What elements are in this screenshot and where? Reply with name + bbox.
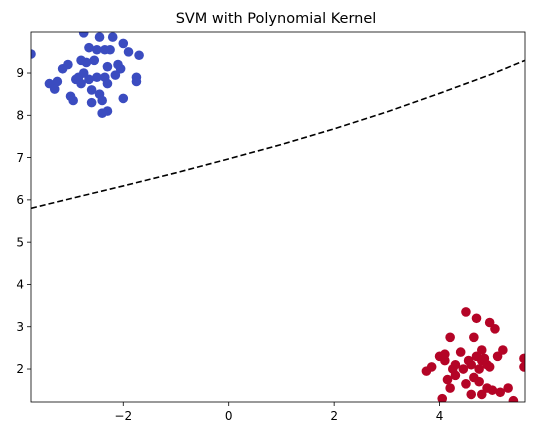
scatter-point-class-1 xyxy=(495,387,506,398)
scatter-point-class-1 xyxy=(450,359,461,370)
x-tick-label: 0 xyxy=(225,409,233,423)
y-axis: 2 3 4 5 6 7 8 9 xyxy=(16,66,31,376)
scatter-point-class-1 xyxy=(450,370,461,381)
scatter-point-class-0 xyxy=(107,32,118,42)
scatter-point-class-1 xyxy=(476,389,487,400)
decision-boundary-layer xyxy=(31,59,525,210)
scatter-point-class-0 xyxy=(102,106,113,116)
x-tick-label: 4 xyxy=(436,409,444,423)
scatter-point-class-0 xyxy=(52,76,63,87)
scatter-point-class-1 xyxy=(445,332,455,343)
scatter-point-class-0 xyxy=(84,74,94,85)
scatter-point-class-0 xyxy=(31,49,36,59)
y-tick-label: 3 xyxy=(16,320,24,334)
scatter-point-class-1 xyxy=(508,395,519,402)
scatter-point-class-1 xyxy=(471,313,482,324)
scatter-point-class-1 xyxy=(498,345,508,355)
scatter-point-class-0 xyxy=(86,97,97,108)
scatter-point-class-0 xyxy=(105,44,115,55)
scatter-point-class-0 xyxy=(81,57,92,68)
scatter-point-class-1 xyxy=(474,364,484,374)
scatter-point-class-0 xyxy=(102,78,113,89)
y-tick-label: 2 xyxy=(16,362,24,376)
scatter-point-class-1 xyxy=(484,362,495,372)
scatter-point-class-0 xyxy=(118,93,129,104)
scatter-points-layer xyxy=(31,32,525,402)
plot-frame xyxy=(30,31,526,403)
x-tick-label: 2 xyxy=(330,409,338,423)
y-tick-label: 4 xyxy=(16,278,24,292)
scatter-point-class-1 xyxy=(519,353,525,364)
scatter-point-class-1 xyxy=(458,364,469,374)
scatter-point-class-1 xyxy=(426,362,437,372)
scatter-point-class-0 xyxy=(84,42,94,53)
scatter-point-class-0 xyxy=(68,95,78,106)
scatter-point-class-1 xyxy=(445,383,455,393)
y-tick-label: 5 xyxy=(16,235,24,249)
scatter-point-class-1 xyxy=(487,385,498,395)
scatter-point-class-0 xyxy=(118,38,129,49)
scatter-point-class-1 xyxy=(469,332,479,343)
scatter-point-class-1 xyxy=(455,347,466,357)
scatter-point-class-1 xyxy=(492,351,503,362)
scatter-point-class-0 xyxy=(110,70,121,80)
scatter-point-class-1 xyxy=(484,317,495,328)
scatter-point-class-1 xyxy=(466,389,477,400)
scatter-point-class-1 xyxy=(474,376,484,387)
scatter-point-class-1 xyxy=(461,307,471,317)
x-axis: −2 0 2 4 xyxy=(114,402,443,423)
scatter-point-class-0 xyxy=(123,47,134,57)
scatter-point-class-0 xyxy=(92,44,102,55)
scatter-point-class-1 xyxy=(440,349,450,360)
scatter-point-class-0 xyxy=(97,95,107,106)
scatter-point-class-0 xyxy=(115,63,126,74)
scatter-point-class-0 xyxy=(49,84,60,94)
scatter-point-class-0 xyxy=(78,68,89,78)
y-tick-label: 9 xyxy=(16,66,24,80)
scatter-point-class-1 xyxy=(476,345,487,355)
y-tick-label: 8 xyxy=(16,109,24,123)
scatter-point-class-0 xyxy=(134,50,144,61)
y-tick-label: 6 xyxy=(16,193,24,207)
scatter-point-class-1 xyxy=(490,324,500,334)
y-tick-label: 7 xyxy=(16,151,24,165)
scatter-point-class-0 xyxy=(102,61,113,72)
scatter-point-class-1 xyxy=(442,374,453,385)
x-tick-label: −2 xyxy=(114,409,132,423)
chart-title: SVM with Polynomial Kernel xyxy=(176,11,377,27)
scatter-point-class-0 xyxy=(63,59,73,70)
scatter-point-class-0 xyxy=(131,76,142,87)
scatter-point-class-0 xyxy=(78,32,89,38)
scatter-point-class-0 xyxy=(76,78,86,89)
scatter-point-class-0 xyxy=(94,32,105,42)
scatter-point-class-1 xyxy=(461,379,471,389)
scatter-point-class-1 xyxy=(437,393,448,402)
scatter-point-class-1 xyxy=(466,359,477,370)
decision-boundary-line xyxy=(31,59,525,210)
scatter-point-class-1 xyxy=(503,383,513,393)
scatter-point-class-1 xyxy=(519,362,525,372)
scatter-point-class-0 xyxy=(89,55,100,66)
scatter-point-class-0 xyxy=(86,85,97,95)
scatter-point-class-0 xyxy=(92,72,102,83)
